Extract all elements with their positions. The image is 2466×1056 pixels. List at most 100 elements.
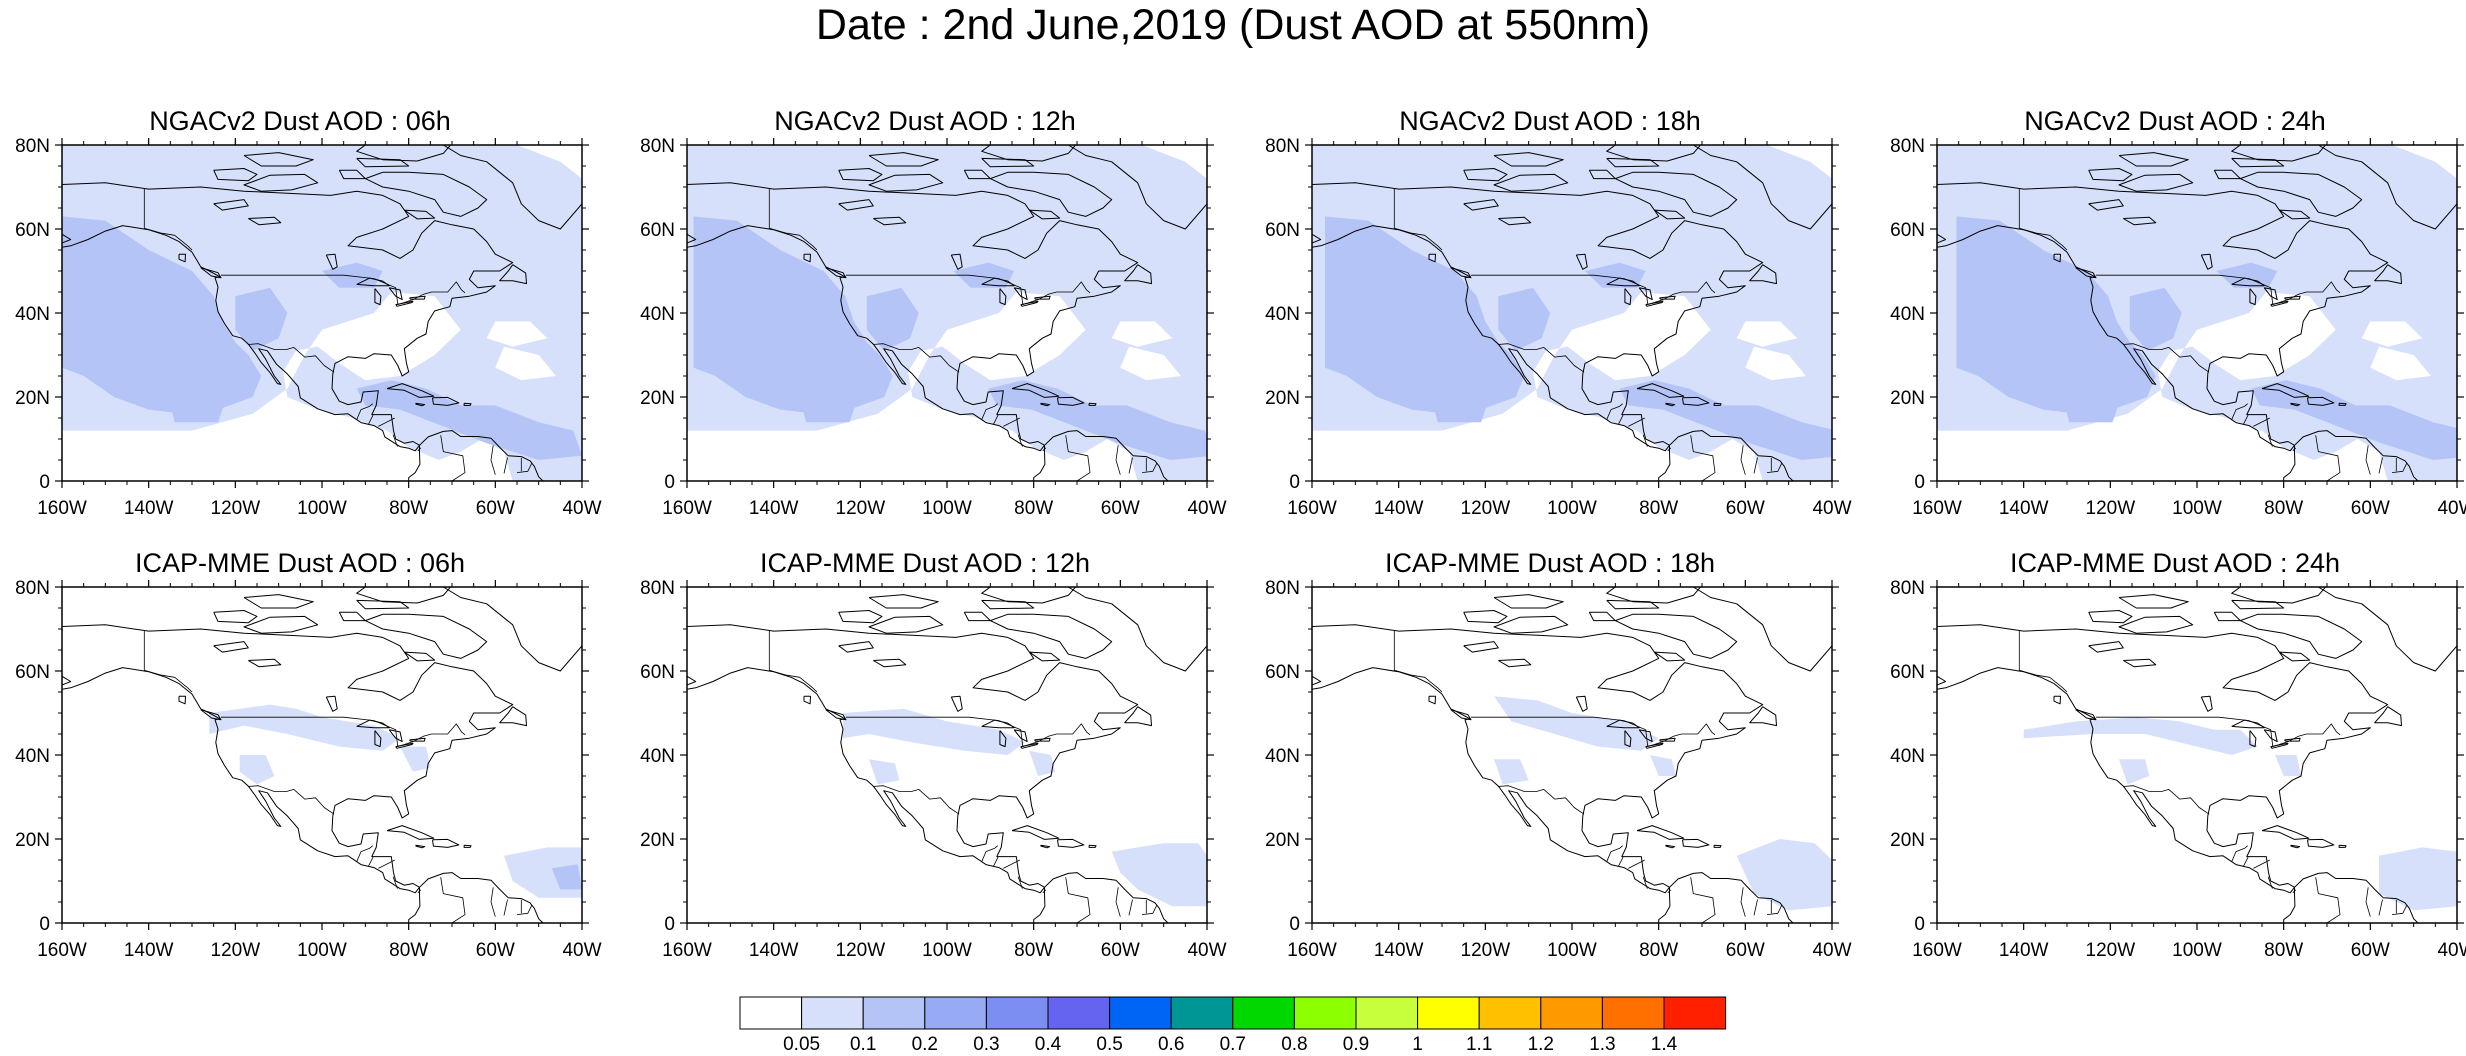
lon-label: 60W (1101, 940, 1140, 961)
coastline (2338, 844, 2347, 848)
lake-outline (1575, 695, 1588, 712)
coastline (356, 145, 452, 162)
lake-outline (1624, 730, 1632, 748)
coastline (2231, 587, 2327, 604)
coastlines (687, 145, 1207, 481)
coastline (1033, 872, 1169, 923)
coastline (2213, 611, 2241, 622)
lon-label: 80W (1639, 498, 1678, 519)
country-border (2365, 445, 2371, 475)
country-border (1642, 434, 1648, 447)
lake-outline (999, 288, 1007, 306)
colorbar-swatch (739, 996, 803, 1030)
lake-outline (374, 730, 382, 748)
coastline (62, 182, 514, 452)
country-border (1740, 887, 1746, 917)
map-panel-icap-18: ICAP-MME Dust AOD : 18h 160W 140W 120W 100W 8… (1250, 547, 1851, 967)
lon-label: 60W (2351, 498, 2390, 519)
colorbar-swatch (862, 996, 926, 1030)
aod-shading-level-2 (235, 287, 288, 351)
coastline (243, 152, 314, 167)
coastline (2374, 264, 2402, 285)
lake-outline (2284, 737, 2301, 742)
coastline (963, 169, 991, 180)
coastline (1636, 825, 1685, 840)
country-border (1667, 889, 1672, 894)
lon-label: 60W (2351, 940, 2390, 961)
lat-label: 60N (15, 220, 50, 241)
lat-label: 80N (15, 578, 50, 599)
country-border (378, 859, 395, 869)
map-panel-icap-24: ICAP-MME Dust AOD : 24h 160W 140W 120W 100W 8… (1875, 547, 2466, 967)
lake-outline (2249, 730, 2257, 748)
coastline (1040, 844, 1051, 849)
country-border (490, 887, 496, 917)
coastline (1713, 402, 1722, 406)
lake-outline (395, 300, 414, 307)
panel-title: ICAP-MME Dust AOD : 06h (134, 548, 466, 578)
coastline (2118, 173, 2194, 192)
country-border (1115, 445, 1121, 475)
lat-label: 80N (1890, 578, 1925, 599)
country-border (768, 188, 818, 251)
lake-outline (1463, 641, 1499, 653)
country-border (2243, 856, 2249, 867)
country-border (768, 630, 818, 693)
country-border (1690, 877, 1716, 923)
coastline (1749, 264, 1777, 285)
coastline (1682, 396, 1710, 406)
colorbar-label: 0.3 (973, 1034, 999, 1054)
coastlines (1312, 145, 1832, 481)
map-area: 160W 140W 120W 100W 80W 60W 40W 0 20N 40N 60N 80N (1890, 578, 2466, 961)
lake-outline (873, 216, 907, 226)
lat-label: 20N (15, 388, 50, 409)
coastline (2261, 383, 2310, 398)
lon-label: 120W (211, 940, 261, 961)
country-border (221, 716, 466, 748)
coastline (868, 152, 939, 167)
lat-label: 40N (15, 304, 50, 325)
coastline (338, 611, 366, 622)
aod-shading-level-2 (551, 864, 582, 890)
lon-label: 140W (1374, 940, 1424, 961)
coastline (356, 157, 410, 168)
coastline (687, 182, 1139, 452)
lake-outline (1645, 742, 1664, 749)
lon-label: 160W (37, 940, 87, 961)
country-border (1141, 905, 1158, 915)
country-border (368, 856, 374, 867)
colorbar-swatch (801, 996, 864, 1030)
country-border (1393, 188, 1443, 251)
country-border (993, 856, 999, 867)
lat-label: 80N (1265, 136, 1300, 157)
country-border (2231, 403, 2248, 420)
lake-outline (1624, 288, 1632, 306)
colorbar-swatch (1417, 996, 1480, 1030)
coastline (62, 624, 514, 894)
country-border (1471, 274, 1716, 306)
lon-label: 120W (1461, 940, 1511, 961)
aod-shading-level-1 (209, 704, 400, 751)
country-border (1690, 435, 1716, 481)
lat-label: 0 (1914, 472, 1925, 493)
country-border (440, 877, 466, 923)
country-border (378, 417, 395, 427)
coastline (463, 844, 472, 848)
country-border (1766, 463, 1783, 473)
lake-outline (388, 729, 403, 743)
country-border (1042, 889, 1047, 894)
coastline (1606, 145, 1702, 162)
lon-label: 160W (1287, 940, 1337, 961)
colorbar-label: 1.3 (1589, 1034, 1615, 1054)
map-panel-icap-12: ICAP-MME Dust AOD : 12h 160W 140W 120W 100W 8… (625, 547, 1226, 967)
colorbar-label: 0.5 (1096, 1034, 1122, 1054)
lat-label: 80N (1265, 578, 1300, 599)
coastline (989, 613, 1113, 659)
panel-title: ICAP-MME Dust AOD : 18h (1384, 548, 1716, 578)
coastline (1463, 168, 1508, 182)
coastline (2318, 587, 2457, 672)
country-border (2315, 877, 2341, 923)
colorbar-swatch (1478, 996, 1542, 1030)
coastline (213, 610, 258, 624)
lat-label: 0 (1914, 914, 1925, 935)
